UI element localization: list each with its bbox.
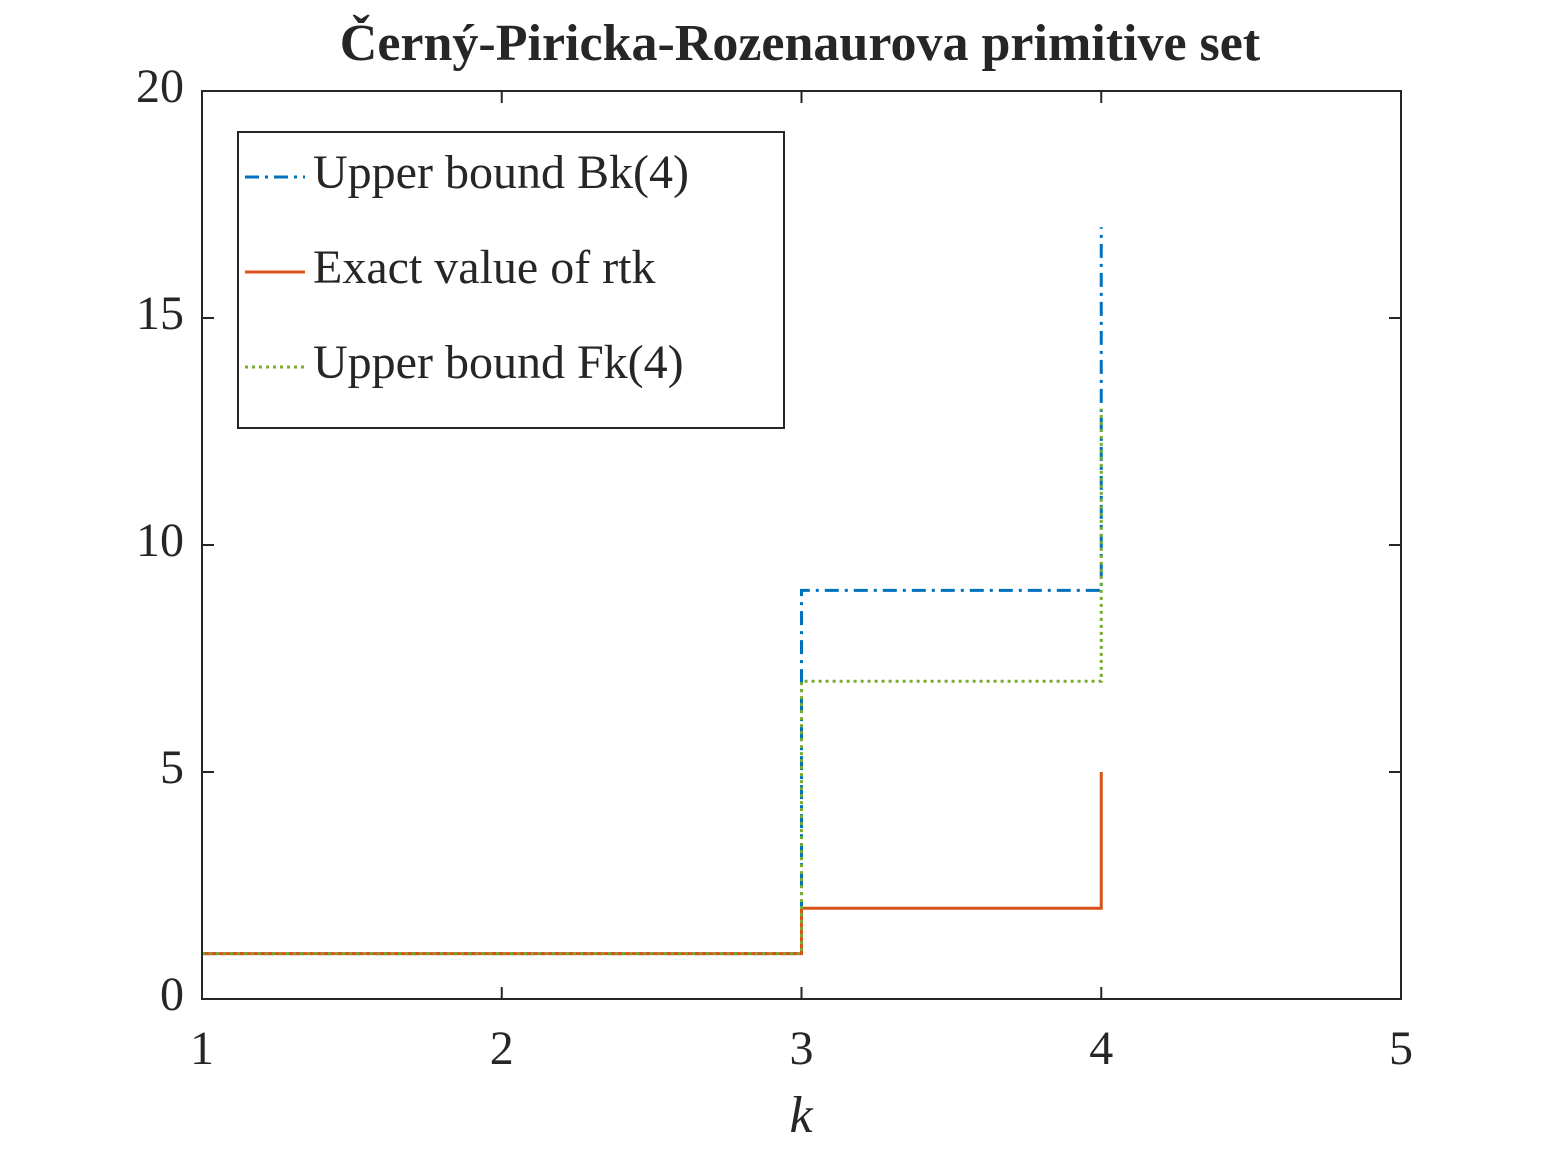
x-tick-label: 1 (190, 1022, 214, 1075)
plot-frame (201, 90, 1402, 1000)
y-tick-label: 20 (136, 60, 184, 113)
x-tick-label: 3 (790, 1022, 814, 1075)
x-tick-label: 2 (490, 1022, 514, 1075)
y-tick-label: 5 (160, 741, 184, 794)
legend-label: Upper bound Fk(4) (313, 336, 684, 389)
series-line (202, 772, 1103, 956)
y-tick-label: 0 (160, 968, 184, 1021)
legend-box (237, 131, 785, 429)
x-axis-label: k (789, 1087, 813, 1144)
x-tick-label: 5 (1389, 1022, 1413, 1075)
y-tick-label: 15 (136, 287, 184, 340)
x-tick-label: 4 (1089, 1022, 1113, 1075)
legend-label: Exact value of rtk (313, 241, 656, 294)
legend: Upper bound Bk(4) Exact value of rtk Upper… (237, 131, 785, 429)
y-tick-label: 10 (136, 514, 184, 567)
legend-label: Upper bound Bk(4) (313, 146, 689, 199)
series-line (202, 408, 1103, 956)
chart-title: Černý-Piricka-Rozenaurova primitive set (340, 14, 1261, 72)
